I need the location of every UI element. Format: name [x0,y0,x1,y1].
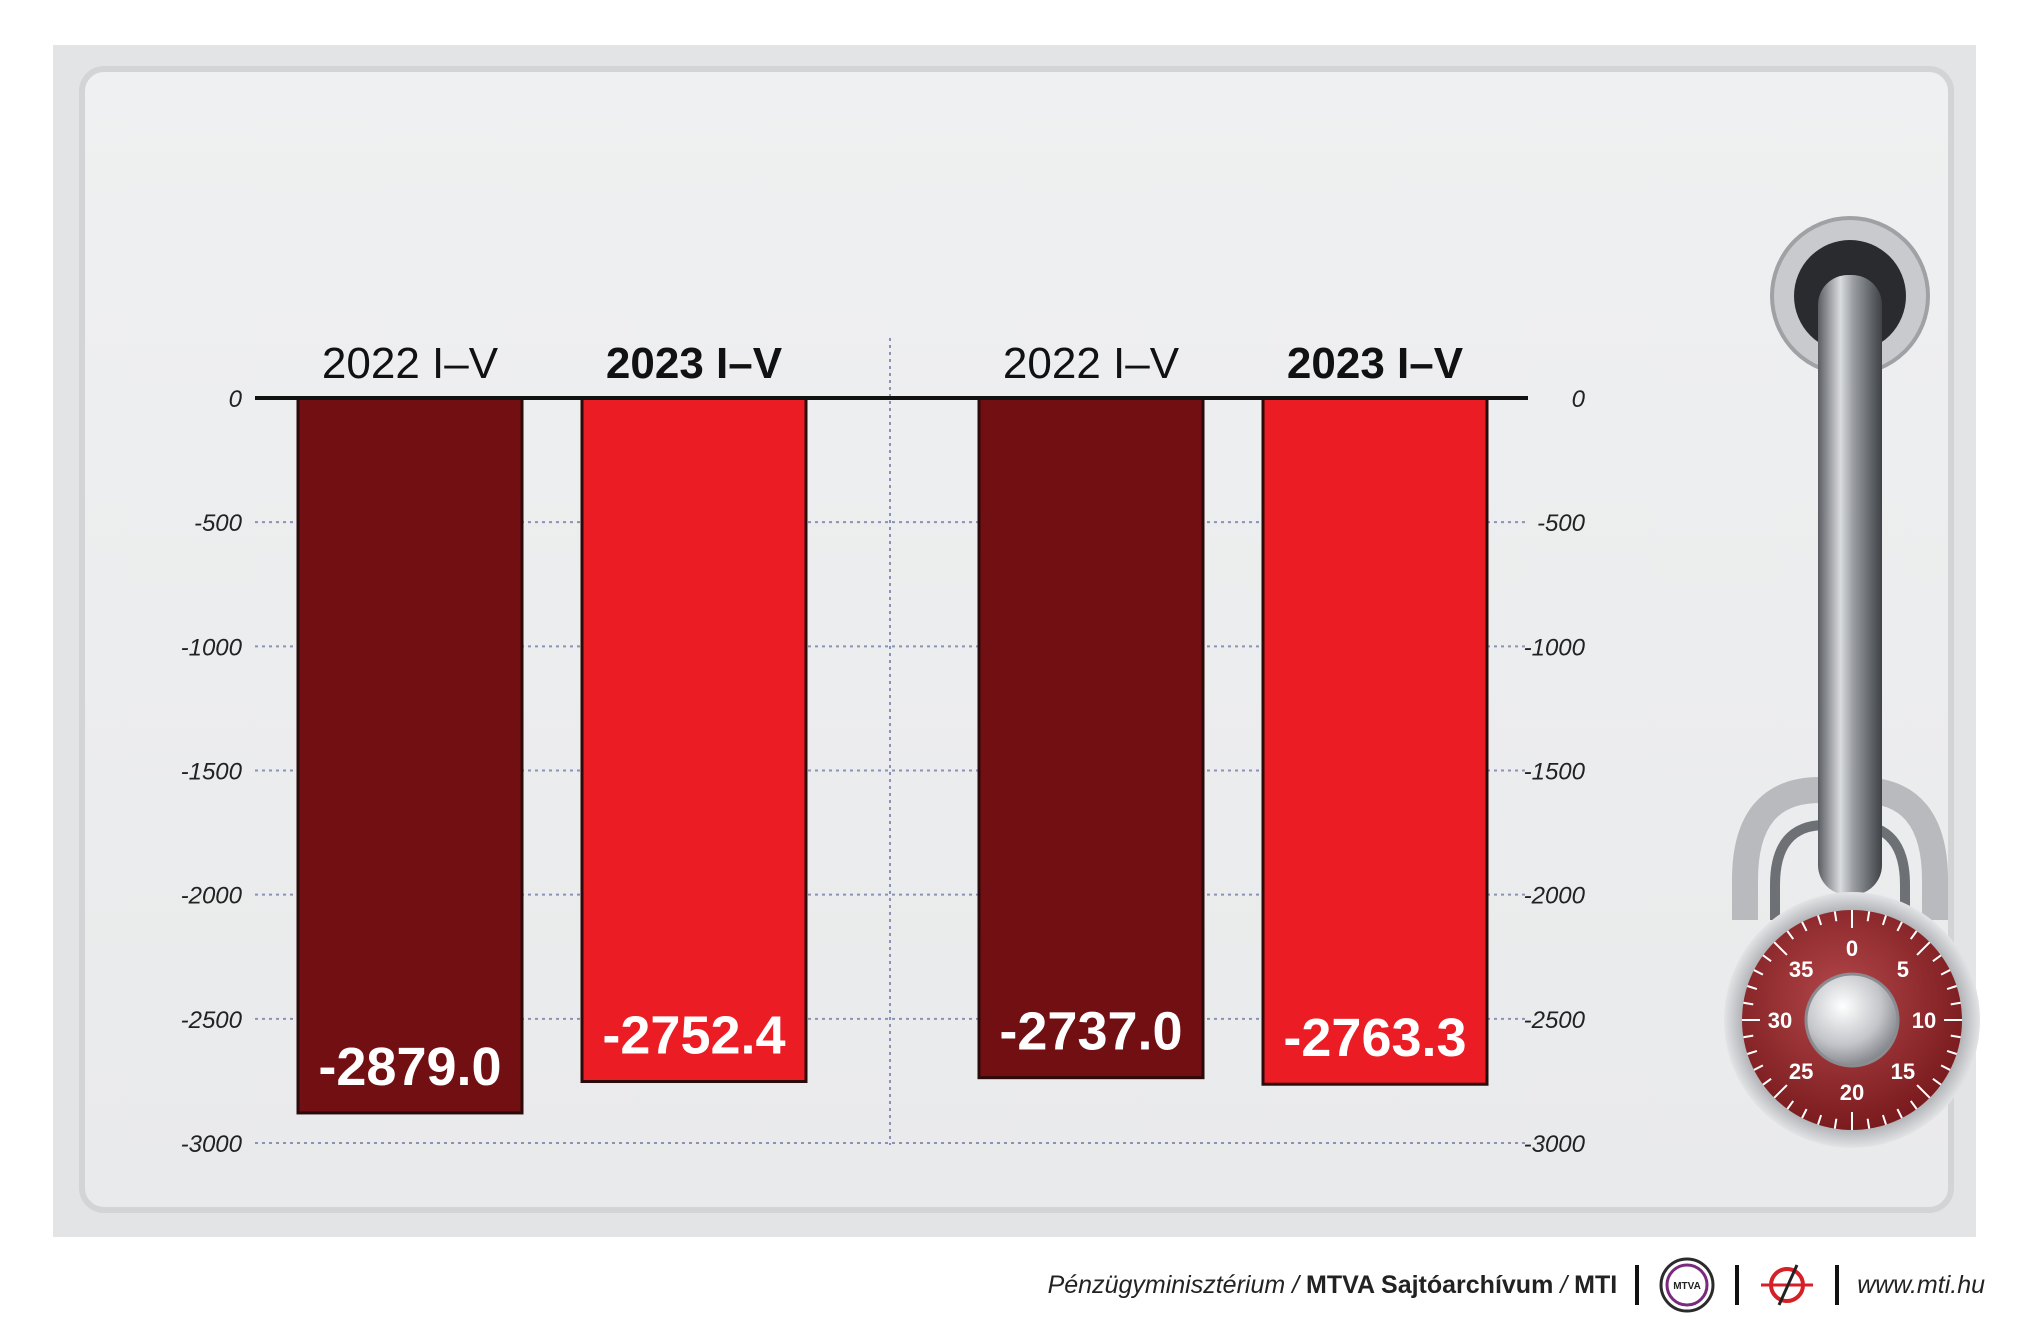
dial-tick [1786,1100,1795,1110]
source-archive: MTVA Sajtóarchívum [1306,1270,1554,1299]
bar [977,396,1205,1080]
dial-tick [1801,1108,1808,1119]
dial-number: 35 [1789,957,1813,982]
bar-value-label: -2763.3 [1283,1008,1466,1068]
dial-tick [1773,941,1788,956]
y-tick-label-left: -500 [194,510,243,537]
y-tick-label-right: -3000 [1524,1131,1586,1158]
footer-separator [1635,1265,1640,1305]
dial-tick [1909,930,1918,940]
dial-tick [1866,911,1871,922]
dial-tick [1950,1034,1961,1039]
y-tick-label-left: -1500 [181,759,243,786]
dial-tick [1753,1064,1764,1071]
dial-tick [1881,915,1887,926]
bar-chart: 0 0 -500 -500 -1000 -1000 -1500 -1500 -2000 -2000… [181,338,1586,1158]
bar-category-label: 2023 I–V [1287,339,1464,388]
bar [296,396,524,1115]
dial-tick [1817,915,1823,926]
dial-tick [1817,1114,1823,1125]
dial-tick [1786,930,1795,940]
dial-tick [1801,921,1808,932]
mtva-logo-icon: MTVA [1659,1257,1715,1313]
y-tick-label-right: -2500 [1524,1007,1586,1034]
dial-tick [1940,1064,1951,1071]
dial-number: 30 [1768,1008,1792,1033]
y-tick-label-left: -1000 [181,634,243,661]
dial-knob [1804,972,1900,1068]
website-url[interactable]: www.mti.hu [1857,1270,1985,1299]
mtva-logo-text: MTVA [1673,1281,1701,1292]
dial-tick [1747,985,1758,991]
dial-tick [1762,1077,1772,1086]
bar-category-label: 2022 I–V [322,339,499,388]
dial-tick [1833,911,1838,922]
footer-separator [1835,1265,1840,1305]
dial-tick [1773,1084,1788,1099]
dial-tick [1950,1001,1961,1006]
bar-value-label: -2879.0 [318,1037,501,1097]
dial-tick [1916,1084,1931,1099]
dial-tick [1946,985,1957,991]
y-tick-label-right: -500 [1537,510,1586,537]
dial-tick [1866,1118,1871,1129]
dial-numbers: 0 5 10 15 20 25 30 35 [1768,936,1936,1105]
dial-number: 0 [1846,936,1858,961]
dial-tick [1916,941,1931,956]
bar-value-label: -2737.0 [999,1002,1182,1062]
bar-value-label: -2752.4 [602,1006,785,1066]
y-tick-label-right: -1500 [1524,759,1586,786]
y-tick-label-left: 0 [229,386,243,413]
padlock-illustration: 0 5 10 15 20 25 30 35 [1724,216,1980,1148]
dial-tick [1896,1108,1903,1119]
y-tick-label-right: 0 [1572,386,1586,413]
dial-tick [1946,1049,1957,1055]
source-credit: Pénzügyminisztérium / MTVA Sajtóarchívum… [1048,1271,1618,1300]
source-prefix: Pénzügyminisztérium / [1047,1270,1307,1299]
dial-tick [1896,921,1903,932]
y-tick-label-left: -2500 [181,1007,243,1034]
dial-tick [1909,1100,1918,1110]
footer-separator [1735,1265,1740,1305]
handle-bar [1818,275,1882,895]
dial-tick [1753,969,1764,976]
dial-tick [1743,1034,1754,1039]
dial-ticks [1742,910,1962,1130]
bar-category-label: 2023 I–V [606,339,783,388]
dial-number: 5 [1897,957,1909,982]
dial-number: 20 [1840,1080,1864,1105]
dial-number: 15 [1891,1059,1915,1084]
dial-tick [1833,1118,1838,1129]
dial-tick [1881,1114,1887,1125]
dial-tick [1762,954,1772,963]
source-footer: Pénzügyminisztérium / MTVA Sajtóarchívum… [0,1250,1985,1320]
dial-tick [1932,1077,1942,1086]
bar [580,396,808,1084]
dial-tick [1743,1001,1754,1006]
y-tick-label-right: -2000 [1524,883,1586,910]
dial-tick [1747,1049,1758,1055]
dial-tick [1940,969,1951,976]
y-tick-label-right: -1000 [1524,634,1586,661]
dial-tick [1932,954,1942,963]
mti-logo-icon [1761,1264,1814,1306]
y-tick-label-left: -2000 [181,883,243,910]
dial-number: 10 [1912,1008,1936,1033]
bar [1261,396,1489,1086]
bar-category-label: 2022 I–V [1003,339,1180,388]
source-mid: / [1553,1270,1575,1299]
dial-number: 25 [1789,1059,1813,1084]
source-mti: MTI [1574,1270,1618,1299]
y-tick-label-left: -3000 [181,1131,243,1158]
